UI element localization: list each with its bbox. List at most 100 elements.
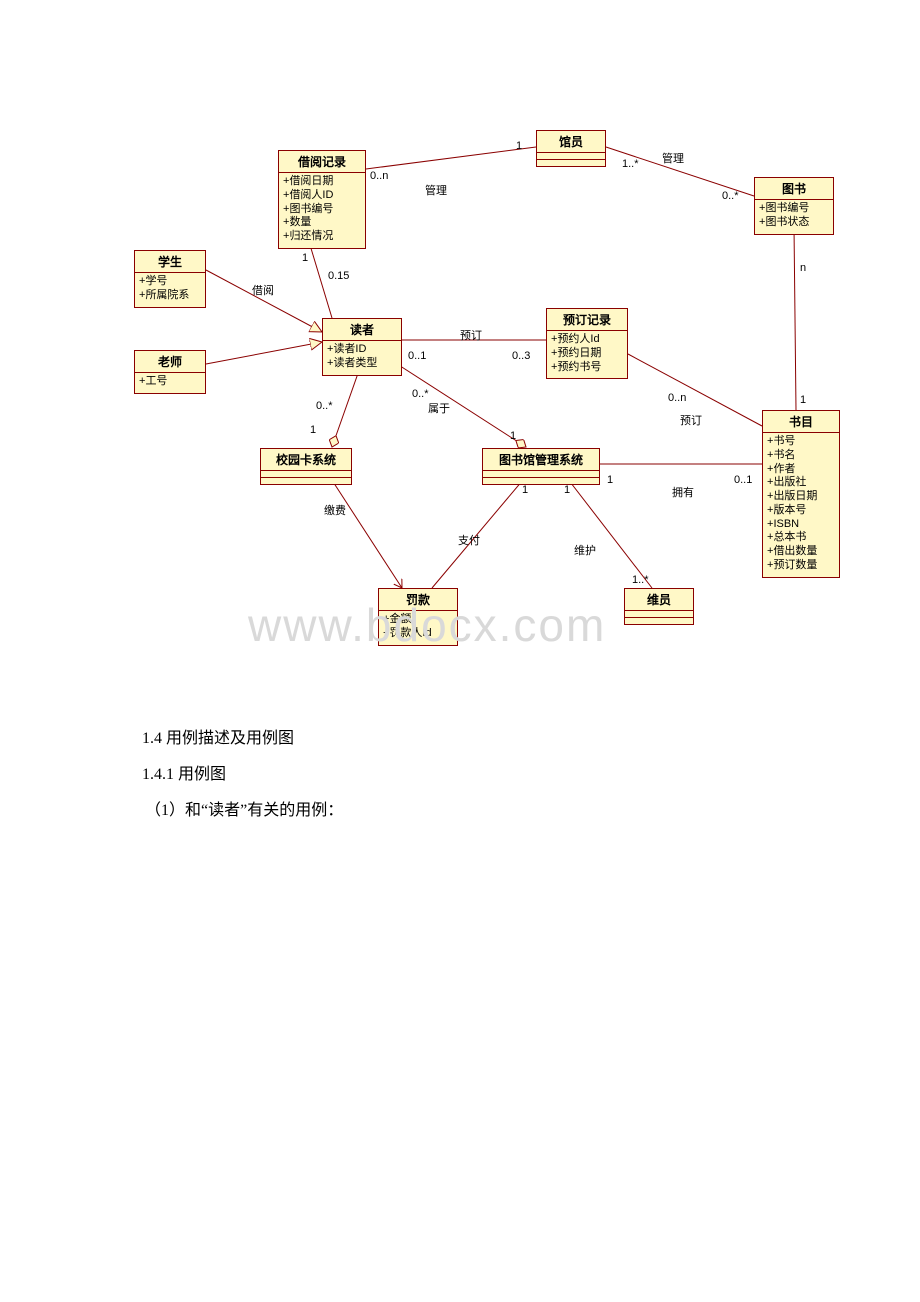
class-title: 学生 xyxy=(135,251,205,273)
edge-label: 0..* xyxy=(316,400,333,412)
page-root: 借阅记录借阅日期借阅人ID图书编号数量归还情况馆员图书图书编号图书状态学生学号所… xyxy=(0,0,920,1302)
section-1-4-1-heading: 1.4.1 用例图 xyxy=(142,760,226,784)
edge-label: 0.15 xyxy=(328,270,349,282)
class-title: 书目 xyxy=(763,411,839,433)
class-attr: 作者 xyxy=(767,463,835,477)
class-attrs: 学号所属院系 xyxy=(135,273,205,307)
class-book: 图书图书编号图书状态 xyxy=(754,177,834,235)
edge-line xyxy=(394,362,526,447)
edge-line xyxy=(564,474,652,588)
class-attr: 书名 xyxy=(767,449,835,463)
class-attr: 归还情况 xyxy=(283,230,361,244)
edge-line xyxy=(206,270,322,332)
class-title: 预订记录 xyxy=(547,309,627,331)
class-attr: 版本号 xyxy=(767,504,835,518)
class-lib_system: 图书馆管理系统 xyxy=(482,448,600,485)
class-attr: 图书状态 xyxy=(759,216,829,230)
class-title: 图书馆管理系统 xyxy=(483,449,599,471)
class-librarian: 馆员 xyxy=(536,130,606,167)
class-title: 图书 xyxy=(755,178,833,200)
class-attr: 读者类型 xyxy=(327,357,397,371)
edge-label: 1 xyxy=(564,484,570,496)
edge-label: 0..1 xyxy=(408,350,426,362)
class-attr: 预约书号 xyxy=(551,361,623,375)
class-attr: 读者ID xyxy=(327,343,397,357)
class-attr: 预约人Id xyxy=(551,333,623,347)
class-diagram: 借阅记录借阅日期借阅人ID图书编号数量归还情况馆员图书图书编号图书状态学生学号所… xyxy=(132,122,862,692)
diagram-edges xyxy=(132,122,862,692)
edge-line xyxy=(366,147,536,169)
edge-label: 0..1 xyxy=(734,474,752,486)
class-teacher: 老师工号 xyxy=(134,350,206,394)
section-1-4-heading: 1.4 用例描述及用例图 xyxy=(142,724,294,748)
edge-label: 1 xyxy=(310,424,316,436)
edge-label: 1..* xyxy=(632,574,649,586)
class-maintainer: 维员 xyxy=(624,588,694,625)
edge-line xyxy=(328,474,402,588)
class-attr: 所属院系 xyxy=(139,289,201,303)
class-attr: 借阅日期 xyxy=(283,175,361,189)
class-attr: 罚款人Id xyxy=(383,627,453,641)
edge-label: 预订 xyxy=(460,327,482,343)
class-borrow_record: 借阅记录借阅日期借阅人ID图书编号数量归还情况 xyxy=(278,150,366,249)
class-attrs: 读者ID读者类型 xyxy=(323,341,401,375)
class-attrs: 图书编号图书状态 xyxy=(755,200,833,234)
class-book_item: 书目书号书名作者出版社出版日期版本号ISBN总本书借出数量预订数量 xyxy=(762,410,840,578)
class-attrs: 借阅日期借阅人ID图书编号数量归还情况 xyxy=(279,173,365,248)
edge-label: 1 xyxy=(510,430,516,442)
edge-label: 0..* xyxy=(722,190,739,202)
class-attr: 出版社 xyxy=(767,476,835,490)
edge-label: 1 xyxy=(302,252,308,264)
class-title: 借阅记录 xyxy=(279,151,365,173)
class-title: 校园卡系统 xyxy=(261,449,351,471)
class-attr: 学号 xyxy=(139,275,201,289)
class-attr: 出版日期 xyxy=(767,490,835,504)
class-attr: 工号 xyxy=(139,375,201,389)
edge-label: 1 xyxy=(800,394,806,406)
class-student: 学生学号所属院系 xyxy=(134,250,206,308)
class-reserve_record: 预订记录预约人Id预约日期预约书号 xyxy=(546,308,628,379)
edge-label: 1 xyxy=(607,474,613,486)
class-title: 罚款 xyxy=(379,589,457,611)
edge-label: 1 xyxy=(522,484,528,496)
edge-label: 属于 xyxy=(428,400,450,416)
edge-line xyxy=(432,474,528,588)
edge-label: 0..* xyxy=(412,388,429,400)
class-attr: 图书编号 xyxy=(283,203,361,217)
class-attr: 金额 xyxy=(383,613,453,627)
class-attr: 总本书 xyxy=(767,531,835,545)
edge-label: n xyxy=(800,262,806,274)
edge-label: 支付 xyxy=(458,532,480,548)
class-attr: ISBN xyxy=(767,518,835,532)
edge-label: 管理 xyxy=(662,150,684,166)
class-attrs: 工号 xyxy=(135,373,205,393)
class-attrs: 金额罚款人Id xyxy=(379,611,457,645)
class-attr: 数量 xyxy=(283,216,361,230)
class-attr: 图书编号 xyxy=(759,202,829,216)
class-title: 读者 xyxy=(323,319,401,341)
class-title: 老师 xyxy=(135,351,205,373)
edge-label: 拥有 xyxy=(672,484,694,500)
class-fine: 罚款金额罚款人Id xyxy=(378,588,458,646)
class-attrs: 书号书名作者出版社出版日期版本号ISBN总本书借出数量预订数量 xyxy=(763,433,839,577)
class-attr: 预订数量 xyxy=(767,559,835,573)
class-attr: 书号 xyxy=(767,435,835,449)
edge-label: 预订 xyxy=(680,412,702,428)
class-reader: 读者读者ID读者类型 xyxy=(322,318,402,376)
class-title: 维员 xyxy=(625,589,693,611)
edge-line xyxy=(794,227,796,410)
edge-line xyxy=(206,342,322,364)
class-attr: 借出数量 xyxy=(767,545,835,559)
class-attrs: 预约人Id预约日期预约书号 xyxy=(547,331,627,378)
edge-label: 缴费 xyxy=(324,502,346,518)
edge-label: 0..3 xyxy=(512,350,530,362)
edge-label: 1..* xyxy=(622,158,639,170)
class-attr: 预约日期 xyxy=(551,347,623,361)
edge-label: 管理 xyxy=(425,182,447,198)
class-title: 馆员 xyxy=(537,131,605,153)
edge-label: 借阅 xyxy=(252,282,274,298)
class-attr: 借阅人ID xyxy=(283,189,361,203)
edge-label: 1 xyxy=(516,140,522,152)
edge-label: 0..n xyxy=(370,170,388,182)
edge-label: 维护 xyxy=(574,542,596,558)
